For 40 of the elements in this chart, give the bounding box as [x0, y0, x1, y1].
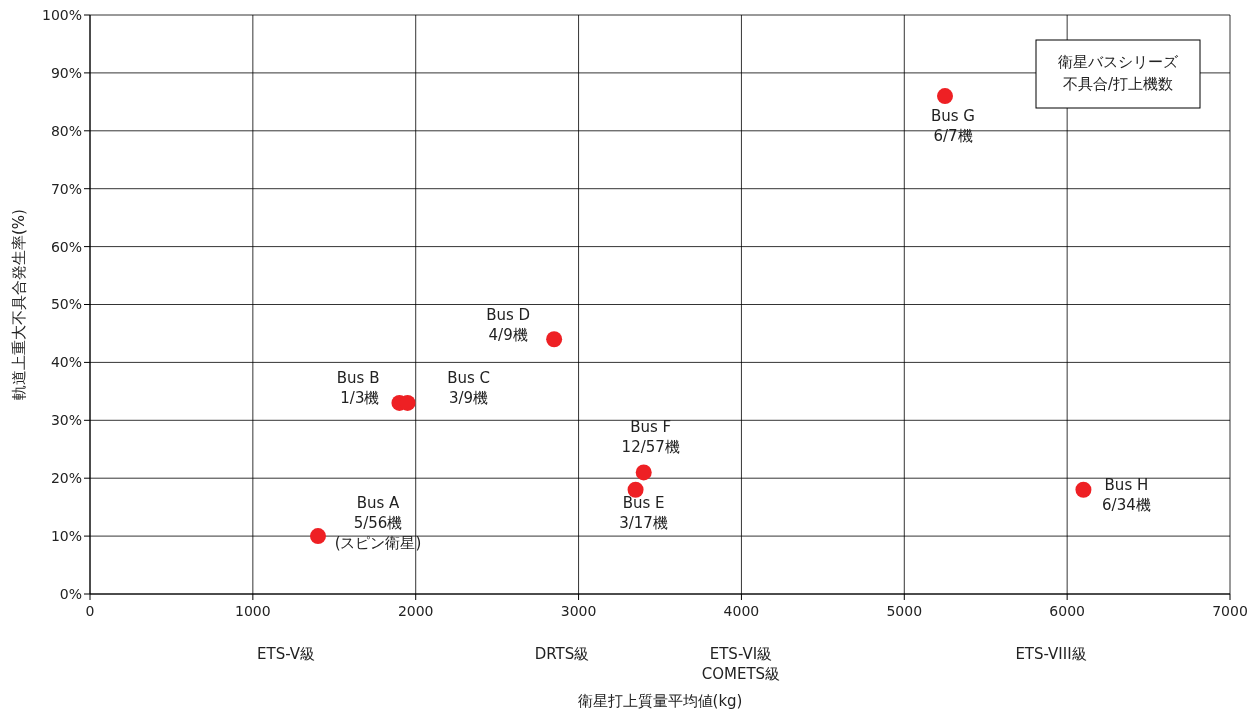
annotation: 衛星バスシリーズ — [1058, 53, 1179, 72]
text: ETS-VIII級 — [1015, 645, 1087, 664]
x-tick-label: 3000 — [560, 603, 597, 619]
point — [1075, 481, 1092, 498]
y-tick-label: 90% — [50, 64, 82, 81]
annotation: Bus D 4/9機 — [486, 306, 531, 345]
y-tick-label: 80% — [50, 122, 82, 139]
point — [635, 464, 652, 481]
text: ETS-V級 — [257, 645, 316, 664]
x-tick-label: 1000 — [235, 603, 271, 619]
annotation: Bus F 12/57機 — [621, 417, 680, 456]
point — [310, 528, 326, 545]
y-tick-label: 20% — [50, 470, 82, 487]
x-tick-label: 6000 — [1049, 603, 1085, 619]
annotation: 不具合/打上機数 — [1062, 75, 1174, 94]
y-tick-label: 10% — [50, 528, 82, 545]
y-tick-label: 40% — [50, 354, 82, 371]
y-axis-title: 軌道上重大不具合発生率(%) — [10, 209, 28, 400]
x-tick-label: 2000 — [397, 603, 434, 619]
annotation: Bus G 6/7機 — [930, 107, 976, 146]
y-tick-label: 0% — [59, 585, 82, 602]
point — [937, 88, 953, 105]
annotation: Bus C 3/9機 — [447, 369, 490, 408]
text: DRTS級 — [534, 645, 590, 664]
annotation: Bus A 5/56機 (スピン衛星) — [334, 494, 422, 553]
point — [546, 331, 563, 348]
y-tick-label: 100% — [41, 6, 82, 23]
x-tick-label: 0 — [85, 603, 95, 619]
y-tick-label: 50% — [50, 296, 82, 313]
x-axis-title: 衛星打上質量平均値(kg) — [577, 692, 743, 710]
x-tick-label: 5000 — [886, 603, 923, 619]
y-tick-label: 30% — [50, 412, 82, 429]
x-tick-label: 7000 — [1212, 603, 1248, 619]
text: ETS-VI級 COMETS級 — [701, 645, 781, 684]
y-tick-label: 60% — [50, 238, 82, 255]
x-tick-label: 4000 — [723, 603, 760, 619]
annotation: Bus B 1/3機 — [336, 369, 380, 408]
annotation: Bus E 3/17機 — [619, 494, 668, 533]
annotation: Bus H 6/34機 — [1102, 476, 1151, 515]
y-tick-label: 70% — [50, 180, 82, 197]
